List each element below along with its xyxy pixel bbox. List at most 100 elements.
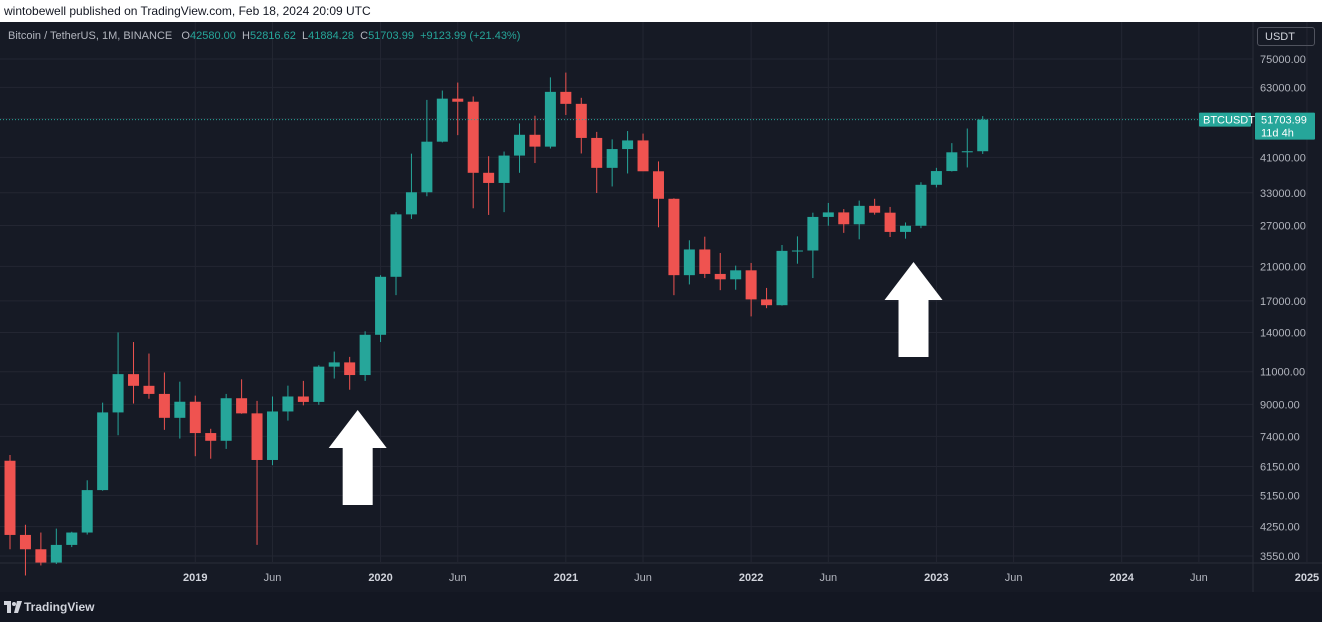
candle-body xyxy=(467,101,479,173)
price-tag-label: 51703.99 xyxy=(1261,115,1307,127)
candle-body xyxy=(900,225,912,232)
candle-body xyxy=(498,155,510,183)
y-tick-label: 7400.00 xyxy=(1260,431,1300,443)
candle-body xyxy=(158,393,170,418)
candle-body xyxy=(930,171,942,185)
candle-body xyxy=(699,249,711,274)
y-tick-label: 75000.00 xyxy=(1260,54,1306,66)
candle-body xyxy=(375,276,387,335)
candle-body xyxy=(884,212,896,232)
candle-body xyxy=(591,137,603,168)
symbol-label: Bitcoin / TetherUS, 1M, BINANCE xyxy=(8,30,173,42)
candle-body xyxy=(390,214,402,277)
y-tick-label: 6150.00 xyxy=(1260,461,1300,473)
candle-body xyxy=(328,362,340,367)
low-letter: L xyxy=(301,30,309,42)
candle-body xyxy=(174,401,186,418)
x-tick-label: Jun xyxy=(449,572,467,584)
candle-body xyxy=(961,151,973,153)
publisher-text: wintobewell published on TradingView.com… xyxy=(4,4,371,18)
y-tick-label: 9000.00 xyxy=(1260,399,1300,411)
y-tick-label: 17000.00 xyxy=(1260,296,1306,308)
x-tick-label: Jun xyxy=(264,572,282,584)
close-value: 51703.99 xyxy=(368,30,414,42)
candle-body xyxy=(189,401,201,434)
close-letter: C xyxy=(360,30,369,42)
candle-body xyxy=(776,250,788,306)
candle-body xyxy=(575,103,587,138)
change-value: +9123.99 (+21.43%) xyxy=(420,30,521,42)
x-tick-label: 2020 xyxy=(368,572,392,584)
y-tick-label: 14000.00 xyxy=(1260,327,1306,339)
x-tick-label: 2022 xyxy=(739,572,763,584)
candle-body xyxy=(251,413,263,460)
x-tick-label: 2024 xyxy=(1109,572,1134,584)
candle-body xyxy=(807,216,819,251)
candle-body xyxy=(560,91,572,104)
candle-body xyxy=(761,299,773,306)
tradingview-brand[interactable]: TradingView xyxy=(24,600,95,614)
y-tick-label: 33000.00 xyxy=(1260,188,1306,200)
candle-body xyxy=(730,270,742,280)
high-value: 52816.62 xyxy=(249,30,296,42)
candle-body xyxy=(791,250,803,252)
candle-body xyxy=(143,385,155,394)
candle-body xyxy=(359,334,371,376)
chart-area[interactable]: 75000.0063000.0052000.0041000.0033000.00… xyxy=(0,22,1322,592)
candle-body xyxy=(745,270,757,300)
candle-body xyxy=(297,396,309,402)
x-tick-label: 2021 xyxy=(554,572,578,584)
candle-body xyxy=(236,398,248,414)
candle-body xyxy=(66,532,78,545)
candle-body xyxy=(869,205,881,213)
y-tick-label: 4250.00 xyxy=(1260,522,1300,534)
x-tick-label: 2023 xyxy=(924,572,948,584)
y-tick-label: 41000.00 xyxy=(1260,152,1306,164)
candle-body xyxy=(205,433,217,441)
candle-body xyxy=(436,98,448,142)
candle-body xyxy=(112,374,124,413)
price-tag xyxy=(1255,112,1315,140)
candle-body xyxy=(50,544,62,563)
candle-body xyxy=(35,549,47,563)
candle-body xyxy=(313,366,325,402)
candle-body xyxy=(514,134,526,156)
candle-body xyxy=(683,249,695,276)
low-value: 41884.28 xyxy=(308,30,354,42)
candle-body xyxy=(652,171,664,199)
candle-body xyxy=(344,362,356,376)
candle-body xyxy=(483,172,495,183)
candle-body xyxy=(544,91,556,147)
candle-body xyxy=(838,212,850,225)
y-tick-label: 27000.00 xyxy=(1260,220,1306,232)
open-letter: O xyxy=(181,30,190,42)
x-tick-label: Jun xyxy=(634,572,652,584)
y-tick-label: 63000.00 xyxy=(1260,82,1306,94)
candle-body xyxy=(853,205,865,225)
y-tick-label: 21000.00 xyxy=(1260,261,1306,273)
candle-body xyxy=(19,534,31,550)
symbol-tag-label: BTCUSDT xyxy=(1203,115,1255,127)
x-tick-label: Jun xyxy=(819,572,837,584)
candle-body xyxy=(668,198,680,276)
candle-body xyxy=(622,140,634,150)
candlestick-chart[interactable]: 75000.0063000.0052000.0041000.0033000.00… xyxy=(0,22,1322,592)
candle-body xyxy=(606,149,618,168)
candle-body xyxy=(220,398,232,441)
currency-selector[interactable]: USDT xyxy=(1257,27,1315,46)
y-tick-label: 5150.00 xyxy=(1260,490,1300,502)
candle-body xyxy=(4,460,16,535)
ohlc-legend: Bitcoin / TetherUS, 1M, BINANCE O42580.0… xyxy=(8,30,520,42)
countdown-label: 11d 4h xyxy=(1261,128,1294,140)
x-tick-label: Jun xyxy=(1190,572,1208,584)
candle-body xyxy=(977,119,989,152)
candle-body xyxy=(128,374,140,386)
candle-body xyxy=(405,192,417,215)
candle-body xyxy=(421,141,433,193)
candle-body xyxy=(452,98,464,102)
candle-body xyxy=(946,152,958,172)
candle-body xyxy=(529,134,541,147)
candle-body xyxy=(97,412,109,491)
candle-body xyxy=(266,411,278,460)
tradingview-logo-icon[interactable] xyxy=(4,601,22,616)
